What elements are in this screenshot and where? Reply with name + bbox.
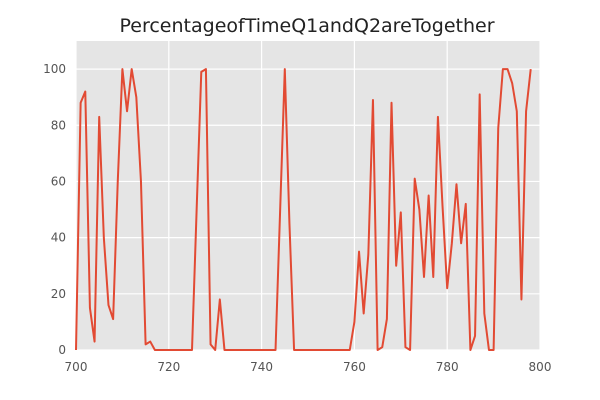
chart-title: PercentageofTimeQ1andQ2areTogether [120,15,495,37]
x-tick-label: 760 [343,360,366,374]
x-tick-label: 800 [529,360,552,374]
series-layer [75,68,532,351]
y-tick-label: 60 [51,174,66,188]
x-tick-label: 780 [436,360,459,374]
series-line [75,68,532,351]
x-tick-label: 700 [65,360,88,374]
y-axis-ticks: 0 20 40 60 80 100 [43,62,66,357]
plot-area [76,41,540,350]
y-tick-label: 80 [51,118,66,132]
x-axis-ticks: 700 720 740 760 780 800 [65,360,552,374]
x-tick-label: 720 [157,360,180,374]
y-tick-label: 100 [43,62,66,76]
x-tick-label: 740 [250,360,273,374]
y-tick-label: 20 [51,287,66,301]
y-tick-label: 0 [58,343,66,357]
grid-lines [75,41,541,351]
y-tick-label: 40 [51,231,66,245]
